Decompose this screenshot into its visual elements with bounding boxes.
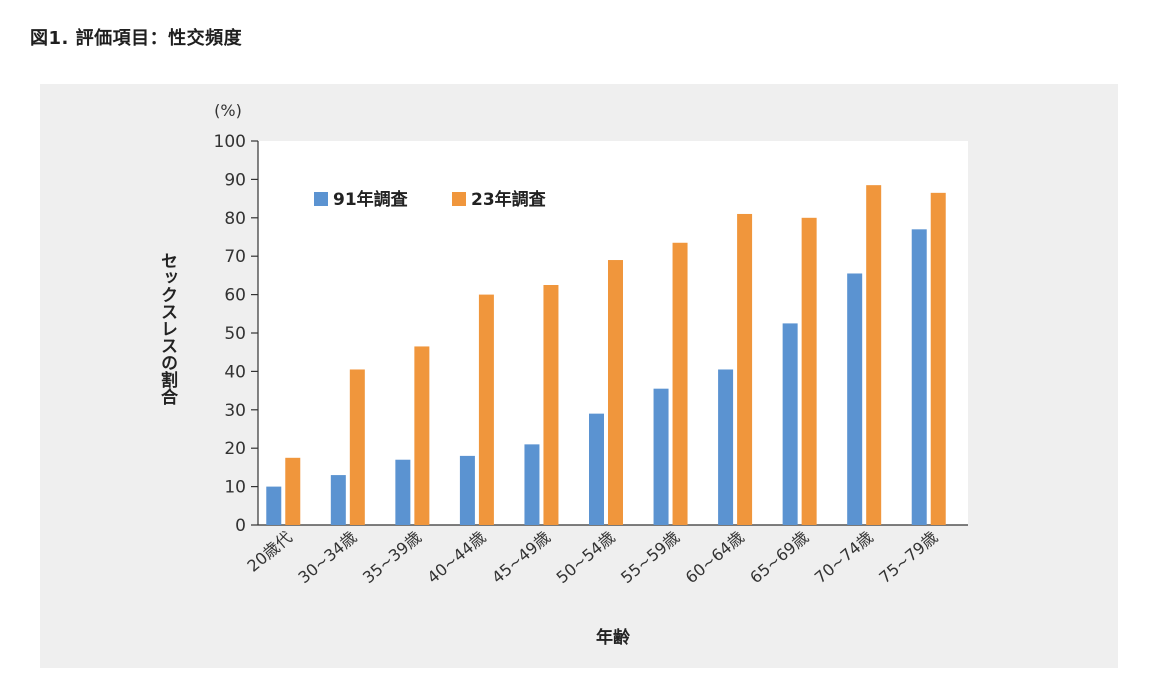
bar-series1 — [330, 475, 346, 525]
bar-series1 — [911, 229, 927, 525]
bar-series1 — [653, 388, 669, 525]
y-tick-label: 60 — [224, 286, 246, 306]
bar-series2 — [866, 185, 882, 525]
x-tick-label: 45~49歳 — [488, 528, 554, 588]
x-tick-label: 70~74歳 — [811, 528, 877, 588]
bar-series1 — [266, 486, 282, 525]
bar-series2 — [608, 260, 623, 525]
x-tick-label: 35~39歳 — [359, 528, 425, 588]
bar-series1 — [395, 459, 411, 525]
x-tick-label: 50~54歳 — [553, 528, 619, 588]
figure-title: 図1. 評価項目：性交頻度 — [30, 28, 243, 49]
bar-series1 — [782, 323, 798, 525]
x-tick-label: 55~59歳 — [617, 528, 683, 588]
bar-series2 — [285, 457, 301, 525]
bar-series2 — [543, 285, 559, 525]
y-tick-label: 10 — [224, 478, 246, 498]
y-tick-label: 30 — [224, 401, 246, 421]
x-tick-label: 40~44歳 — [424, 528, 490, 588]
bar-series2 — [930, 192, 946, 525]
y-tick-label: 20 — [224, 439, 246, 459]
x-tick-label: 75~79歳 — [875, 528, 941, 588]
legend-label: 23年調査 — [471, 189, 547, 210]
y-tick-label: 100 — [214, 132, 246, 152]
y-axis-label: セックスレスの割合 — [157, 252, 178, 406]
bar-series1 — [847, 273, 863, 525]
bar-chart: 0 10 20 30 40 50 60 70 80 90 100 (%) セックスレスの割合 20歳代30… — [157, 101, 968, 648]
y-tick-label: 80 — [224, 209, 246, 229]
y-tick-label: 0 — [235, 516, 246, 536]
bar-series1 — [718, 369, 734, 525]
bar-series2 — [478, 294, 494, 525]
legend-swatch — [314, 192, 328, 206]
x-tick-label: 60~64歳 — [682, 528, 748, 588]
bar-series1 — [589, 413, 604, 525]
legend-swatch — [452, 192, 466, 206]
bar-series1 — [524, 444, 540, 525]
bar-series1 — [459, 455, 475, 525]
bar-series2 — [349, 369, 365, 525]
x-axis-label: 年齢 — [596, 627, 631, 648]
y-tick-label: 50 — [224, 324, 246, 344]
x-tick-label: 20歳代 — [244, 528, 296, 576]
y-unit-label: (%) — [214, 101, 242, 120]
bar-series2 — [414, 346, 430, 525]
bar-series2 — [737, 213, 753, 525]
legend-label: 91年調査 — [333, 189, 409, 210]
x-tick-label: 30~34歳 — [294, 528, 360, 588]
bar-series2 — [672, 242, 688, 525]
chart-panel: 0 10 20 30 40 50 60 70 80 90 100 (%) セックスレスの割合 20歳代 30… — [40, 84, 1118, 668]
y-tick-label: 70 — [224, 247, 246, 267]
y-tick-label: 90 — [224, 170, 246, 190]
bar-series2 — [801, 217, 817, 526]
y-tick-label: 40 — [224, 362, 246, 382]
x-tick-label: 65~69歳 — [746, 528, 812, 588]
